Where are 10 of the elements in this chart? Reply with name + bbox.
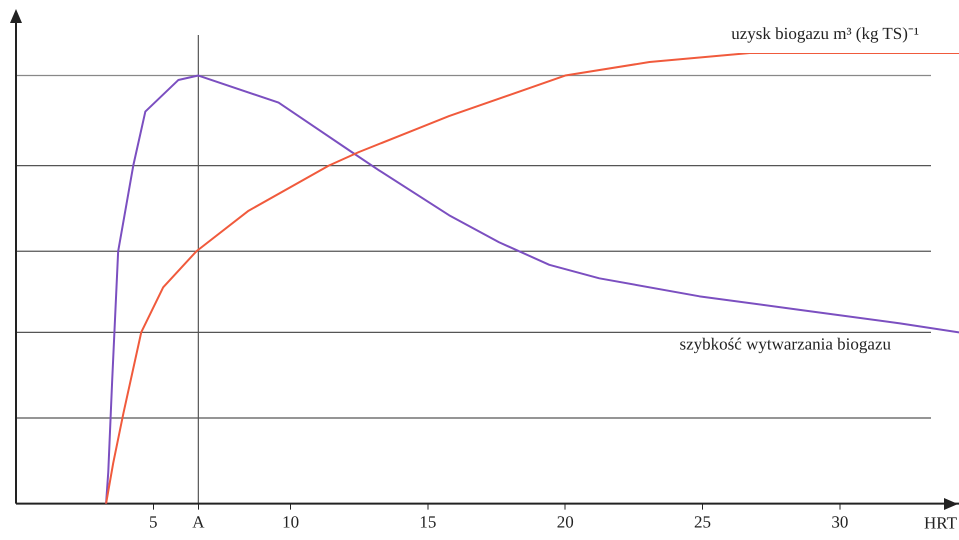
series-label: uzysk biogazu m³ (kg TS)⁻¹ (731, 24, 919, 43)
x-tick-label: 5 (149, 512, 158, 532)
x-tick-label: 20 (556, 512, 574, 532)
x-tick-label: 15 (419, 512, 436, 532)
x-tick-label: 25 (694, 512, 712, 532)
x-axis-title: HRT (924, 514, 958, 533)
x-tick-label: A (192, 512, 206, 532)
series-label: szybkość wytwarzania biogazu (680, 334, 892, 354)
x-tick-label: 30 (831, 512, 848, 532)
x-tick-label: 10 (282, 512, 300, 532)
